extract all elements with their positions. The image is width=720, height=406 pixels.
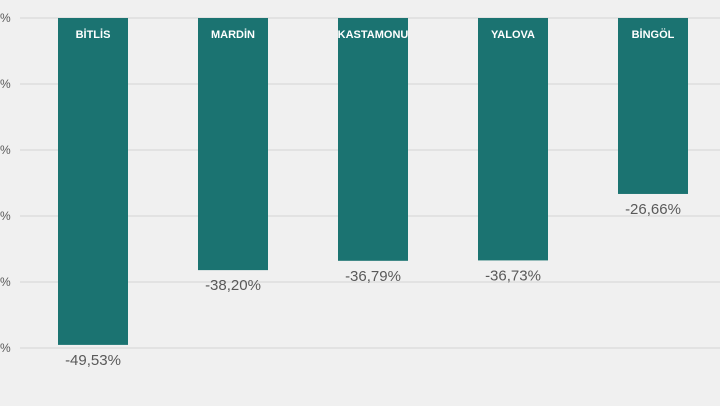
- category-label: KASTAMONU: [338, 29, 409, 41]
- value-label: -49,53%: [65, 352, 121, 369]
- value-label: -26,66%: [625, 201, 681, 218]
- category-label: YALOVA: [491, 29, 535, 41]
- category-label: MARDİN: [211, 28, 255, 41]
- y-tick-label: %: [0, 275, 11, 289]
- y-tick-label: %: [0, 209, 11, 223]
- y-tick-label: %: [0, 77, 11, 91]
- bar: [618, 18, 688, 194]
- value-label: -36,79%: [345, 268, 401, 285]
- value-label: -38,20%: [205, 277, 261, 294]
- bar: [478, 18, 548, 261]
- y-tick-label: %: [0, 11, 11, 25]
- bars: [58, 18, 688, 345]
- y-tick-labels: %%%%%%: [0, 11, 11, 355]
- category-labels: BİTLİS MARDİN KASTAMONU YALOVA BİNGÖL: [76, 28, 675, 41]
- bar: [58, 18, 128, 345]
- category-label: BİTLİS: [76, 28, 111, 41]
- category-label: BİNGÖL: [632, 28, 675, 41]
- bar: [198, 18, 268, 271]
- y-tick-label: %: [0, 341, 11, 355]
- value-labels: -49,53% -38,20% -36,79% -36,73% -26,66%: [65, 201, 681, 369]
- bar: [338, 18, 408, 261]
- y-tick-label: %: [0, 143, 11, 157]
- value-label: -36,73%: [485, 267, 541, 284]
